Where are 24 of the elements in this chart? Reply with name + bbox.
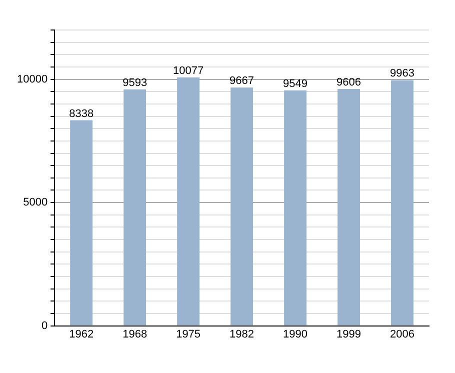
bar xyxy=(70,120,93,326)
bar xyxy=(284,90,307,326)
data-label: 9963 xyxy=(390,68,414,80)
data-label: 9549 xyxy=(283,78,308,90)
data-label: 10077 xyxy=(173,64,204,77)
y-tick-label: 10000 xyxy=(16,73,48,86)
x-tick-label: 1975 xyxy=(176,328,201,340)
x-tick-label: 1990 xyxy=(283,328,308,340)
bar xyxy=(177,77,200,326)
x-tick-label: 1999 xyxy=(336,328,362,340)
bar xyxy=(338,89,360,326)
x-tick-label: 1962 xyxy=(69,328,94,340)
x-tick-label: 2006 xyxy=(390,328,414,340)
bar xyxy=(391,80,414,326)
bar xyxy=(230,88,254,326)
x-tick-label: 1968 xyxy=(122,328,148,340)
y-tick-label: 5000 xyxy=(23,196,48,209)
x-tick-label: 1982 xyxy=(230,328,254,340)
data-label: 9667 xyxy=(230,75,254,88)
bar xyxy=(124,89,146,326)
data-label: 9593 xyxy=(122,76,148,89)
data-label: 8338 xyxy=(69,108,94,120)
data-label: 9606 xyxy=(336,76,362,89)
y-tick-label: 0 xyxy=(41,320,48,332)
